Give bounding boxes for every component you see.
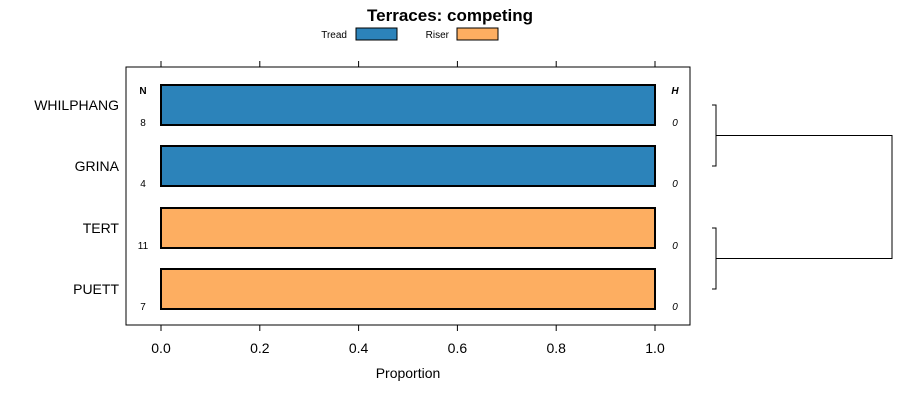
n-value: 4 [140, 179, 146, 190]
dendrogram-cluster-bracket [712, 104, 717, 167]
x-tick-label: 0.8 [546, 340, 566, 356]
h-value: 0 [672, 241, 678, 252]
x-tick-label: 0.4 [349, 340, 369, 356]
category-label: WHILPHANG [34, 97, 119, 113]
legend-swatch-riser [456, 27, 499, 41]
h-header: H [671, 86, 679, 97]
n-value: 7 [140, 302, 146, 313]
category-label: PUETT [73, 281, 119, 297]
category-label: GRINA [75, 158, 120, 174]
h-value: 0 [672, 302, 678, 313]
x-axis-label: Proportion [376, 365, 441, 381]
x-tick-label: 0.2 [250, 340, 270, 356]
bar-riser [160, 268, 656, 310]
bar-tread [160, 145, 656, 187]
x-tick-label: 0.6 [448, 340, 468, 356]
h-value: 0 [672, 179, 678, 190]
n-value: 11 [138, 241, 149, 252]
h-value: 0 [672, 118, 678, 129]
chart-title: Terraces: competing [367, 6, 533, 25]
category-label: TERT [83, 220, 120, 236]
bar-riser [160, 207, 656, 249]
plot-panel [125, 66, 691, 326]
legend: Tread Riser [321, 27, 499, 41]
dendrogram-cluster-bracket [712, 227, 717, 290]
n-value: 8 [140, 118, 146, 129]
bar-tread [160, 84, 656, 126]
x-tick-label: 0.0 [151, 340, 171, 356]
dendrogram [712, 104, 893, 290]
legend-label-tread: Tread [321, 30, 347, 41]
legend-swatch-tread [355, 27, 398, 41]
x-tick-label: 1.0 [645, 340, 665, 356]
dendrogram-root-link [716, 135, 893, 259]
n-header: N [139, 86, 146, 97]
legend-label-riser: Riser [426, 30, 450, 41]
